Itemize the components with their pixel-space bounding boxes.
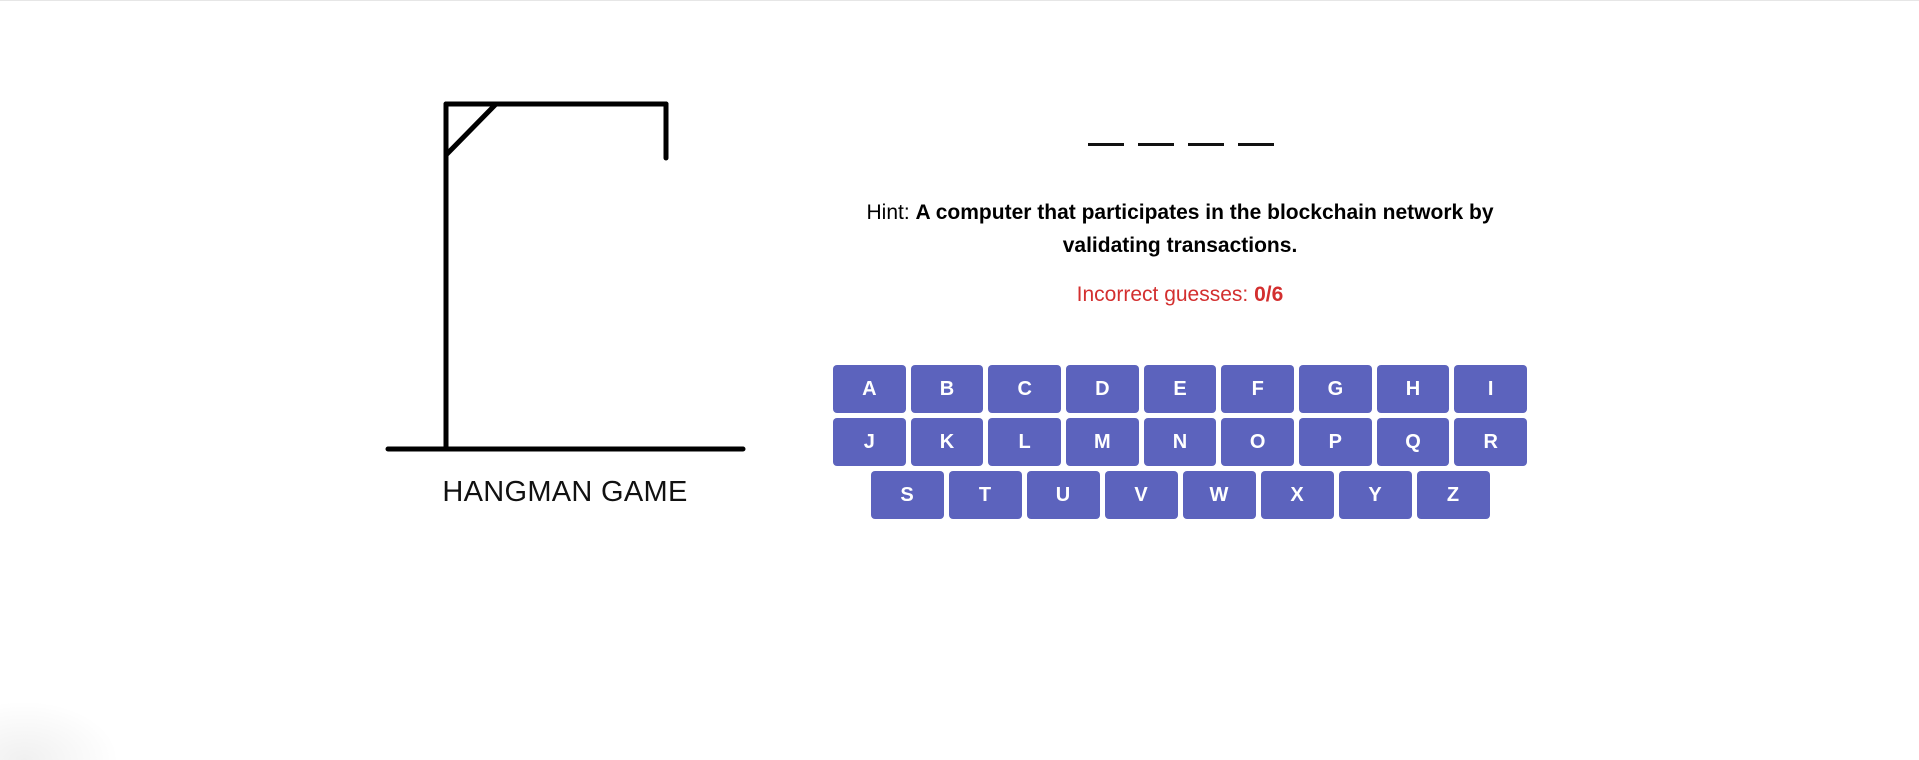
- game-title: HANGMAN GAME: [442, 476, 688, 508]
- letter-keyboard: A B C D E F G H I J K L M N O P Q R S T …: [832, 365, 1528, 524]
- keyboard-row-2: J K L M N O P Q R: [832, 418, 1528, 466]
- key-t[interactable]: T: [948, 471, 1022, 519]
- incorrect-guesses: Incorrect guesses: 0/6: [830, 283, 1530, 307]
- key-p[interactable]: P: [1299, 418, 1372, 466]
- key-k[interactable]: K: [910, 418, 984, 466]
- top-border: [0, 0, 1919, 1]
- letter-slot: [1088, 143, 1124, 146]
- key-a[interactable]: A: [832, 365, 906, 413]
- hint-label: Hint:: [866, 201, 910, 224]
- key-o[interactable]: O: [1221, 418, 1295, 466]
- key-h[interactable]: H: [1376, 365, 1450, 413]
- gallows-brace: [443, 101, 499, 158]
- hint-value: A computer that participates in the bloc…: [915, 201, 1494, 257]
- key-n[interactable]: N: [1143, 418, 1217, 466]
- key-d[interactable]: D: [1066, 365, 1139, 413]
- key-m[interactable]: M: [1066, 418, 1139, 466]
- hint-text: Hint: A computer that participates in th…: [830, 196, 1530, 262]
- key-x[interactable]: X: [1260, 471, 1334, 519]
- letter-slot: [1188, 143, 1224, 146]
- incorrect-label: Incorrect guesses:: [1076, 283, 1249, 306]
- key-v[interactable]: V: [1104, 471, 1178, 519]
- keyboard-row-3: S T U V W X Y Z: [833, 471, 1527, 519]
- incorrect-count: 0/6: [1254, 283, 1284, 306]
- key-e[interactable]: E: [1143, 365, 1217, 413]
- key-f[interactable]: F: [1221, 365, 1295, 413]
- key-g[interactable]: G: [1299, 365, 1372, 413]
- gallows-drawing: [385, 101, 746, 452]
- corner-shadow: [0, 700, 120, 760]
- keyboard-row-1: A B C D E F G H I: [832, 365, 1528, 413]
- key-s[interactable]: S: [870, 471, 944, 519]
- word-display: [1080, 130, 1280, 150]
- key-q[interactable]: Q: [1376, 418, 1450, 466]
- key-w[interactable]: W: [1182, 471, 1256, 519]
- key-c[interactable]: C: [988, 365, 1061, 413]
- letter-slot: [1238, 143, 1274, 146]
- key-l[interactable]: L: [988, 418, 1061, 466]
- key-j[interactable]: J: [832, 418, 906, 466]
- key-b[interactable]: B: [910, 365, 984, 413]
- key-u[interactable]: U: [1026, 471, 1100, 519]
- key-z[interactable]: Z: [1416, 471, 1490, 519]
- key-i[interactable]: I: [1454, 365, 1528, 413]
- key-r[interactable]: R: [1454, 418, 1528, 466]
- key-y[interactable]: Y: [1338, 471, 1412, 519]
- letter-slot: [1138, 143, 1174, 146]
